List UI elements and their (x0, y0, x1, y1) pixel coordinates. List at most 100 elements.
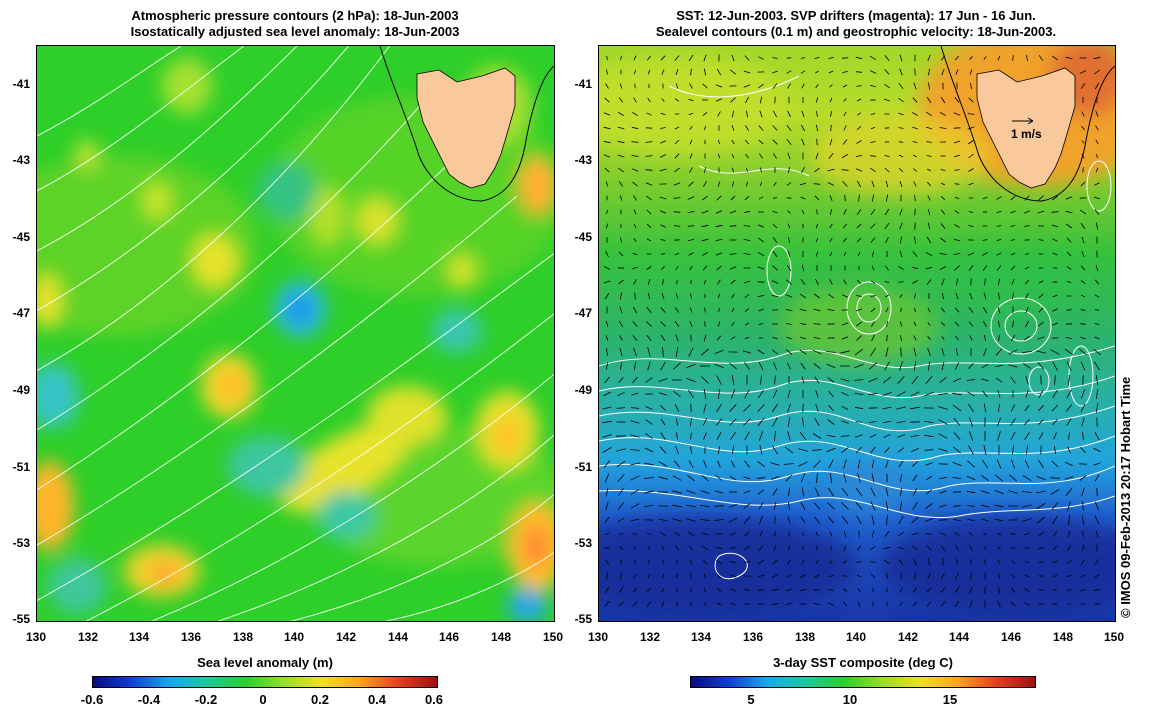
velocity-vector (982, 252, 988, 256)
velocity-vector (1066, 418, 1072, 426)
velocity-vector (1066, 389, 1072, 399)
tasmania-land-sst (976, 67, 1076, 189)
velocity-vector (758, 125, 764, 131)
velocity-vector (674, 153, 680, 159)
velocity-vector (771, 349, 779, 355)
velocity-vector (703, 389, 707, 399)
velocity-vector (800, 124, 806, 132)
velocity-vector (882, 376, 892, 384)
velocity-vector (841, 420, 849, 424)
velocity-vector (633, 55, 637, 61)
velocity-vector (842, 181, 848, 187)
velocity-vector (715, 84, 723, 88)
lat-tick-label: -41 (12, 77, 30, 91)
lat-tick-label: -55 (12, 612, 30, 626)
velocity-vector (1065, 210, 1073, 214)
velocity-vector (1081, 250, 1085, 258)
velocity-vector (660, 432, 666, 440)
velocity-vector (940, 545, 946, 551)
velocity-vector (772, 223, 778, 229)
velocity-vector (913, 572, 917, 580)
velocity-vector (855, 308, 863, 312)
velocity-vector (630, 475, 640, 481)
velocity-vector (883, 433, 891, 439)
velocity-vector (828, 70, 834, 74)
velocity-vector (644, 447, 654, 453)
velocity-vector (744, 337, 750, 339)
velocity-vector (688, 54, 694, 62)
velocity-vector (688, 347, 694, 357)
velocity-vector (816, 97, 818, 103)
velocity-vector (828, 588, 834, 592)
lon-tick-label: 150 (1103, 630, 1125, 644)
right-title-line1: SST: 12-Jun-2003. SVP drifters (magenta)… (676, 8, 1036, 23)
velocity-vector (770, 475, 780, 481)
velocity-vector (800, 574, 806, 578)
velocity-vector (1024, 459, 1030, 469)
velocity-vector (1093, 196, 1101, 200)
velocity-vector (772, 57, 778, 59)
velocity-vector (1052, 389, 1058, 399)
velocity-vector (981, 459, 989, 469)
velocity-vector (1025, 293, 1029, 299)
velocity-vector (1052, 294, 1058, 298)
velocity-vector (869, 70, 877, 74)
velocity-vector (814, 167, 820, 173)
velocity-vector (730, 97, 736, 103)
velocity-vector (842, 84, 848, 88)
velocity-vector (955, 278, 959, 286)
velocity-vector (743, 476, 751, 480)
velocity-vector (870, 446, 876, 454)
velocity-vector (758, 323, 764, 325)
velocity-vector (688, 460, 694, 468)
velocity-vector (1065, 404, 1073, 412)
velocity-vector (1080, 403, 1086, 413)
velocity-vector (1038, 267, 1044, 269)
velocity-vector (606, 572, 608, 580)
velocity-vector (800, 516, 806, 524)
velocity-vector (899, 208, 903, 216)
velocity-vector (1066, 281, 1072, 283)
velocity-vector (690, 432, 692, 440)
velocity-vector (925, 376, 933, 384)
velocity-vector (605, 83, 609, 89)
velocity-vector (731, 181, 735, 187)
velocity-vector (1008, 349, 1018, 355)
velocity-vector (871, 473, 875, 483)
velocity-vector (841, 322, 849, 326)
velocity-vector (955, 545, 959, 551)
velocity-vector (940, 322, 946, 326)
velocity-vector (717, 321, 721, 327)
velocity-vector (729, 404, 737, 412)
velocity-vector (773, 110, 777, 118)
sea-level-anomaly-map[interactable] (36, 45, 555, 622)
velocity-vector (983, 559, 987, 565)
velocity-vector (743, 238, 751, 242)
velocity-vector (828, 404, 834, 412)
velocity-vector (771, 403, 779, 413)
velocity-vector (927, 322, 931, 326)
velocity-vector (814, 487, 820, 497)
velocity-vector (618, 181, 624, 187)
velocity-vector (954, 586, 960, 594)
velocity-vector (1010, 239, 1016, 241)
velocity-vector (1080, 82, 1086, 90)
velocity-vector (616, 448, 626, 452)
velocity-vector (983, 445, 987, 455)
velocity-vector (911, 266, 919, 270)
velocity-vector (886, 514, 888, 526)
velocity-vector (603, 266, 611, 270)
velocity-vector (660, 405, 666, 411)
velocity-vector (841, 502, 849, 510)
sst-map[interactable]: 1 m/s (598, 45, 1116, 622)
velocity-vector (1038, 390, 1044, 398)
velocity-vector (1096, 388, 1098, 400)
velocity-vector (841, 169, 849, 171)
velocity-vector (787, 403, 791, 413)
velocity-vector (966, 490, 976, 494)
velocity-vector (1094, 336, 1100, 340)
velocity-vector (1038, 531, 1044, 537)
geostrophic-velocity-vectors (602, 54, 1101, 608)
left-map-title: Atmospheric pressure contours (2 hPa): 1… (36, 8, 554, 40)
velocity-vector (982, 532, 988, 536)
